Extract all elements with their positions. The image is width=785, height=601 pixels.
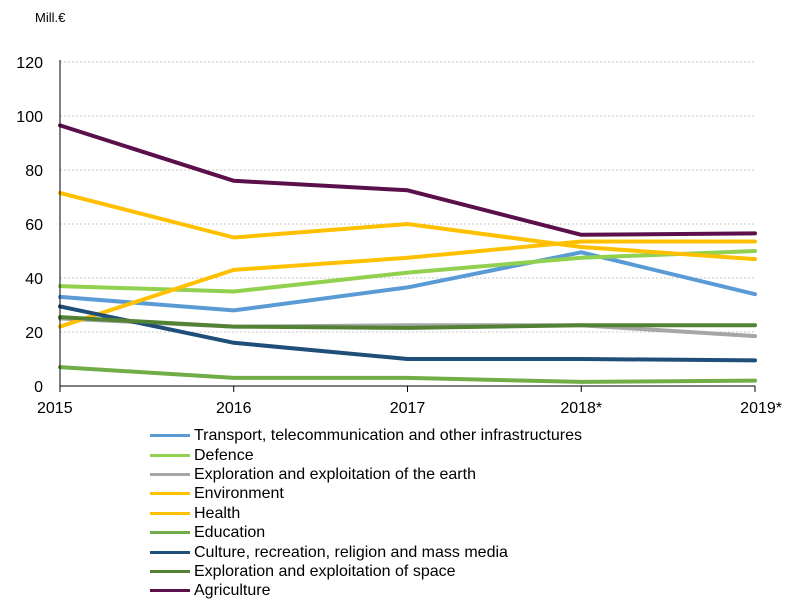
legend-label: Agriculture — [194, 582, 271, 600]
series-line — [58, 304, 757, 363]
x-tick-label: 2016 — [216, 400, 252, 417]
series-line — [58, 250, 757, 313]
y-tick-label: 20 — [25, 325, 43, 342]
x-tick-label: 2018* — [560, 400, 602, 417]
legend-item: Environment — [150, 484, 582, 503]
y-tick-label: 60 — [25, 217, 43, 234]
x-tick-label: 2015 — [37, 400, 73, 417]
line-chart: Mill.€ 0 20 40 60 80 100 120 2015 2016 2017 2018*… — [16, 10, 782, 417]
legend-label: Environment — [194, 485, 284, 503]
legend-swatch — [150, 531, 190, 535]
legend-label: Health — [194, 504, 241, 522]
legend-label: Defence — [194, 446, 254, 464]
x-axis-ticks: 2015 2016 2017 2018* 2019* — [37, 400, 782, 417]
legend-item: Transport, telecommunication and other i… — [150, 426, 582, 445]
legend-item: Exploration and exploitation of space — [150, 562, 582, 581]
y-unit-label: Mill.€ — [35, 10, 66, 25]
series-lines — [58, 123, 757, 384]
legend-item: Agriculture — [150, 581, 582, 600]
axes — [59, 60, 756, 392]
y-axis-ticks: 0 20 40 60 80 100 120 — [16, 55, 43, 396]
y-tick-label: 100 — [16, 109, 43, 126]
x-tick-label: 2019* — [740, 400, 782, 417]
legend-item: Defence — [150, 445, 582, 464]
legend-item: Health — [150, 504, 582, 523]
legend-swatch — [150, 472, 190, 476]
y-tick-label: 120 — [16, 55, 43, 72]
legend-swatch — [150, 492, 190, 496]
legend-item: Education — [150, 523, 582, 542]
series-line — [58, 315, 757, 330]
legend-label: Culture, recreation, religion and mass m… — [194, 543, 508, 561]
legend-swatch — [150, 511, 190, 515]
series-line — [58, 123, 757, 237]
legend-swatch — [150, 453, 190, 457]
legend-item: Culture, recreation, religion and mass m… — [150, 542, 582, 561]
legend-swatch — [150, 434, 190, 438]
legend-swatch — [150, 589, 190, 593]
legend-label: Exploration and exploitation of the eart… — [194, 465, 476, 483]
y-tick-label: 80 — [25, 163, 43, 180]
legend-label: Exploration and exploitation of space — [194, 562, 456, 580]
series-line — [58, 190, 757, 262]
legend-label: Education — [194, 524, 266, 542]
series-line — [58, 239, 757, 329]
legend-swatch — [150, 550, 190, 554]
legend-item: Exploration and exploitation of the eart… — [150, 465, 582, 484]
y-tick-label: 0 — [34, 379, 43, 396]
legend-swatch — [150, 569, 190, 573]
legend-label: Transport, telecommunication and other i… — [194, 427, 583, 445]
x-tick-label: 2017 — [390, 400, 426, 417]
legend: Transport, telecommunication and other i… — [150, 426, 582, 601]
series-line — [58, 365, 757, 384]
y-tick-label: 40 — [25, 271, 43, 288]
